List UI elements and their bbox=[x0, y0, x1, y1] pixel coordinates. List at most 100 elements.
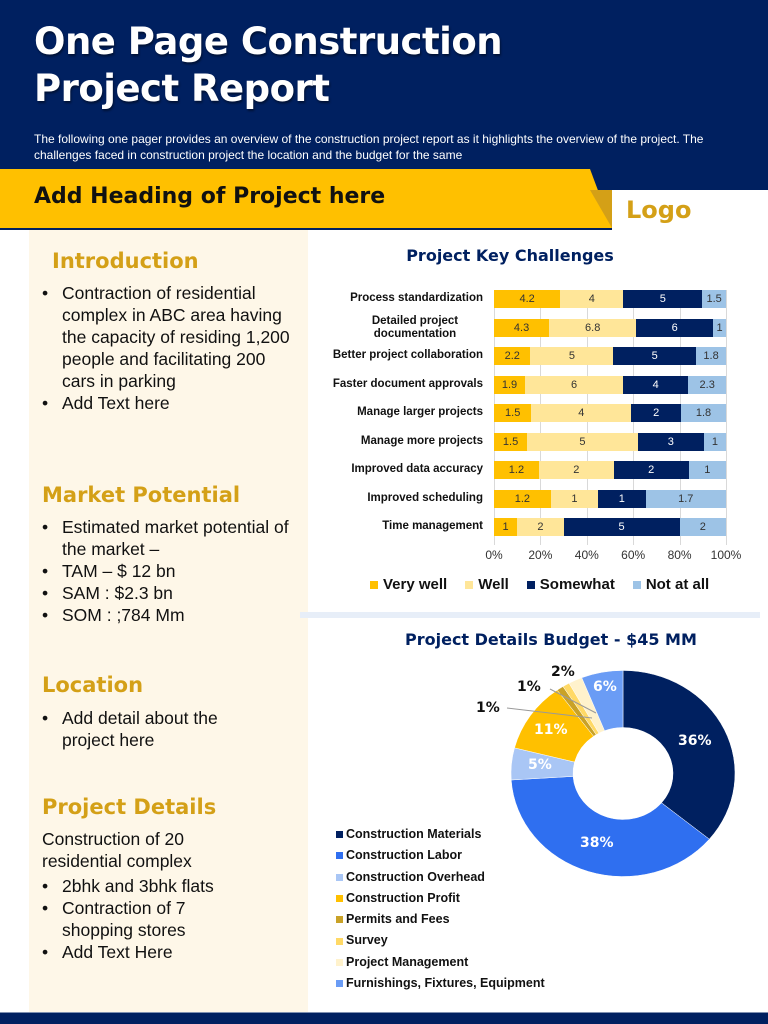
legend-swatch bbox=[336, 916, 343, 924]
introduction-title: Introduction bbox=[52, 249, 199, 273]
legend-label: Somewhat bbox=[539, 576, 615, 593]
challenges-chart-title: Project Key Challenges bbox=[406, 246, 614, 265]
bar-segment: 1 bbox=[713, 318, 726, 337]
legend-swatch bbox=[336, 958, 343, 966]
list-item: Add detail about the project here bbox=[42, 707, 262, 751]
bar-segment: 2 bbox=[613, 461, 689, 479]
slice-percent-label: 1% bbox=[517, 679, 541, 695]
bar-segment: 1.8 bbox=[681, 404, 726, 422]
introduction-list: Contraction of residential complex in AB… bbox=[42, 282, 294, 414]
legend-item: Permits and Fees bbox=[336, 909, 545, 930]
x-tick-label: 100% bbox=[710, 548, 742, 562]
bar-row: 1.5 5 3 1 bbox=[494, 432, 726, 451]
category-label: Better project collaboration bbox=[332, 349, 483, 361]
slice-percent-label: 2% bbox=[551, 664, 575, 680]
legend-label: Very well bbox=[383, 576, 448, 593]
x-tick-label: 0% bbox=[485, 548, 503, 562]
bar-segment: 2.2 bbox=[494, 347, 531, 365]
bar-segment: 3 bbox=[637, 432, 704, 451]
category-label: Detailed project documentation bbox=[371, 314, 459, 340]
bar-segment: 1.5 bbox=[494, 432, 528, 451]
bar-segment: 2 bbox=[517, 518, 564, 536]
list-item: Add Text here bbox=[42, 392, 294, 414]
legend-label: Permits and Fees bbox=[346, 912, 450, 927]
footer-bar bbox=[0, 1012, 768, 1024]
legend-label: Not at all bbox=[645, 576, 710, 593]
project-heading: Add Heading of Project here bbox=[34, 184, 386, 209]
category-label: Faster document approvals bbox=[332, 377, 483, 390]
bar-segment: 1.8 bbox=[696, 347, 726, 365]
legend-swatch bbox=[336, 831, 343, 839]
legend-label: Project Management bbox=[346, 954, 469, 969]
page-title: One Page Construction Project Report bbox=[34, 18, 503, 112]
bar-segment: 5 bbox=[530, 347, 614, 365]
legend-label: Construction Overhead bbox=[346, 869, 485, 884]
legend-item: Somewhat bbox=[526, 576, 615, 593]
bar-segment: 5 bbox=[623, 290, 703, 308]
bar-row: 4.2 4 5 1.5 bbox=[494, 290, 726, 308]
bar-row: 1.9 6 4 2.3 bbox=[494, 375, 726, 394]
legend-label: Construction Labor bbox=[346, 848, 462, 863]
slice-percent-label: 6% bbox=[593, 679, 617, 695]
list-item: Contraction of residential complex in AB… bbox=[42, 282, 294, 392]
x-tick-label: 60% bbox=[621, 548, 646, 562]
list-item: TAM – $ 12 bn bbox=[42, 560, 294, 582]
challenges-legend: Very well Well Somewhat Not at all bbox=[370, 576, 709, 593]
bar-segment: 1.9 bbox=[494, 375, 526, 394]
bar-segment: 2.3 bbox=[688, 375, 726, 394]
bar-segment: 1 bbox=[688, 461, 726, 479]
legend-item: Very well bbox=[370, 576, 447, 593]
bar-segment: 1.2 bbox=[494, 489, 551, 508]
legend-swatch bbox=[336, 980, 343, 988]
category-label: Improved scheduling bbox=[367, 491, 483, 504]
bar-row: 4.3 6.8 6 1 bbox=[494, 318, 726, 337]
bar-segment: 5 bbox=[563, 518, 680, 536]
legend-item: Not at all bbox=[632, 576, 710, 593]
bar-segment: 4 bbox=[531, 404, 632, 422]
bar-segment: 2 bbox=[538, 461, 614, 479]
donut-slice bbox=[581, 670, 624, 732]
location-title: Location bbox=[42, 673, 144, 697]
category-label: Improved data accuracy bbox=[351, 463, 483, 475]
legend-swatch bbox=[370, 580, 378, 589]
donut-slice bbox=[510, 776, 710, 877]
bar-row: 2.2 5 5 1.8 bbox=[494, 347, 726, 365]
category-label: Manage larger projects bbox=[357, 406, 483, 418]
legend-item: Project Management bbox=[336, 952, 545, 973]
list-item: Add Text Here bbox=[42, 941, 242, 963]
category-label: Time management bbox=[382, 520, 483, 532]
slice-percent-label: 11% bbox=[534, 722, 568, 738]
legend-label: Furnishings, Fixtures, Equipment bbox=[346, 976, 545, 991]
gridline bbox=[726, 290, 727, 545]
legend-item: Construction Profit bbox=[336, 888, 545, 909]
legend-swatch bbox=[632, 580, 641, 589]
legend-item: Construction Overhead bbox=[336, 867, 545, 888]
bar-row: 1.5 4 2 1.8 bbox=[494, 404, 726, 422]
bar-segment: 4 bbox=[560, 290, 624, 308]
bar-segment: 6 bbox=[525, 375, 624, 394]
category-label: Manage more projects bbox=[360, 434, 483, 447]
legend-swatch bbox=[336, 937, 343, 945]
slice-percent-label: 1% bbox=[476, 700, 500, 716]
legend-label: Well bbox=[478, 576, 509, 593]
legend-swatch bbox=[336, 873, 343, 881]
legend-swatch bbox=[336, 852, 343, 860]
bar-segment: 1.5 bbox=[494, 404, 532, 422]
donut-slice bbox=[622, 670, 736, 840]
bar-row: 1.2 1 1 1.7 bbox=[494, 489, 726, 508]
bar-segment: 1.7 bbox=[645, 489, 726, 508]
budget-legend: Construction Materials Construction Labor… bbox=[336, 824, 545, 994]
legend-item: Survey bbox=[336, 930, 545, 951]
logo-placeholder: Logo bbox=[626, 196, 692, 224]
bar-segment: 2 bbox=[631, 404, 682, 422]
project-details-text: Construction of 20 residential complex bbox=[42, 829, 192, 871]
list-item: SAM : $2.3 bn bbox=[42, 582, 294, 604]
legend-item: Construction Materials bbox=[336, 824, 545, 845]
bar-segment: 5 bbox=[527, 432, 638, 451]
slice-percent-label: 38% bbox=[580, 835, 614, 851]
budget-chart-title: Project Details Budget - $45 MM bbox=[405, 630, 697, 649]
market-potential-title: Market Potential bbox=[42, 483, 241, 507]
bar-segment: 1.2 bbox=[494, 461, 539, 479]
bar-segment: 1 bbox=[703, 432, 726, 451]
